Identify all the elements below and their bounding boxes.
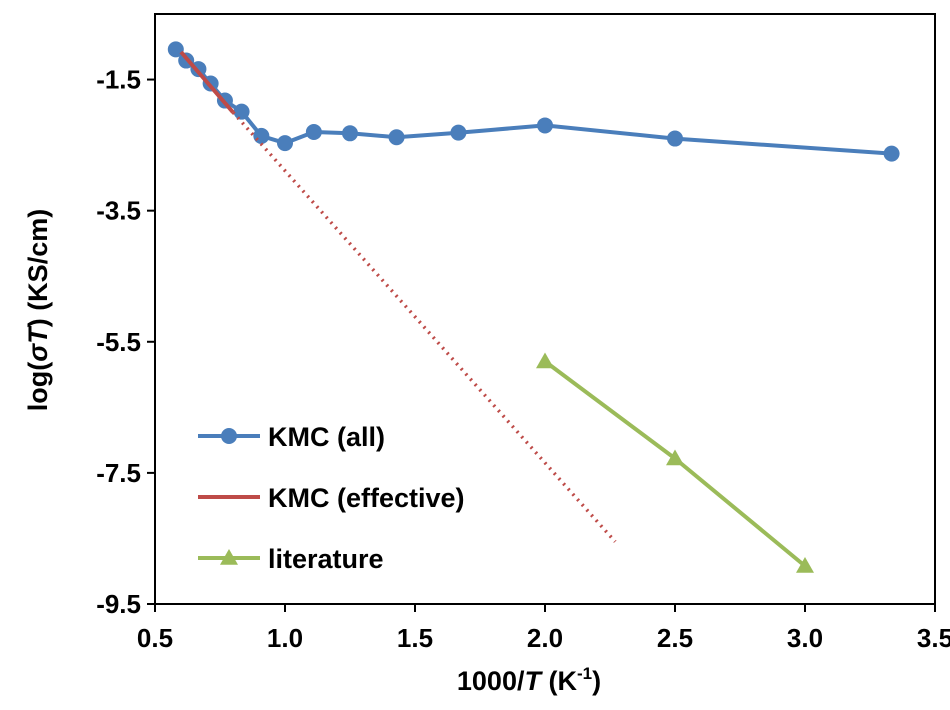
data-point-marker bbox=[450, 124, 467, 141]
legend-marker bbox=[220, 549, 238, 565]
data-point-marker bbox=[253, 127, 270, 144]
y-tick-label: -1.5 bbox=[96, 65, 141, 95]
legend: KMC (all) KMC (effective) literature bbox=[198, 422, 465, 574]
y-axis-ticks: -1.5 -3.5 -5.5 -7.5 -9.5 bbox=[96, 65, 155, 619]
series-line bbox=[179, 50, 235, 114]
series-line bbox=[231, 111, 617, 543]
y-tick-label: -7.5 bbox=[96, 458, 141, 488]
data-point-marker bbox=[305, 124, 322, 140]
legend-label: KMC (all) bbox=[268, 422, 385, 452]
y-axis-title: log(σT) (KS/cm) bbox=[23, 209, 53, 411]
x-tick-label: 3.0 bbox=[787, 623, 823, 653]
x-tick-label: 2.5 bbox=[657, 623, 693, 653]
data-point-marker bbox=[666, 449, 684, 466]
data-point-marker bbox=[342, 125, 358, 142]
x-tick-label: 2.0 bbox=[527, 623, 563, 653]
legend-label: literature bbox=[268, 544, 384, 574]
data-point-marker bbox=[796, 556, 814, 573]
x-tick-label: 1.0 bbox=[267, 623, 303, 653]
series-2 bbox=[231, 111, 617, 543]
series-1 bbox=[179, 50, 235, 114]
data-point-marker bbox=[277, 135, 293, 152]
plot-area bbox=[154, 13, 936, 605]
legend-marker bbox=[221, 428, 237, 444]
data-point-marker bbox=[667, 130, 683, 147]
data-point-marker bbox=[388, 129, 405, 146]
plot-frame bbox=[154, 13, 936, 605]
data-point-marker bbox=[537, 117, 553, 134]
data-point-marker bbox=[233, 103, 250, 120]
x-axis-ticks: 0.5 1.0 1.5 2.0 2.5 3.0 3.5 bbox=[137, 604, 950, 653]
series-3 bbox=[536, 352, 814, 573]
y-tick-label: -9.5 bbox=[96, 589, 141, 619]
y-tick-label: -5.5 bbox=[96, 327, 141, 357]
x-tick-label: 0.5 bbox=[137, 623, 173, 653]
legend-label: KMC (effective) bbox=[268, 483, 465, 513]
y-tick-label: -3.5 bbox=[96, 196, 141, 226]
data-point-marker bbox=[536, 352, 554, 369]
x-axis-title: 1000/T (K-1) bbox=[457, 664, 601, 696]
series-0 bbox=[167, 41, 900, 162]
x-tick-label: 3.5 bbox=[917, 623, 950, 653]
x-tick-label: 1.5 bbox=[397, 623, 433, 653]
series-layer bbox=[167, 41, 900, 573]
data-point-marker bbox=[883, 145, 900, 162]
